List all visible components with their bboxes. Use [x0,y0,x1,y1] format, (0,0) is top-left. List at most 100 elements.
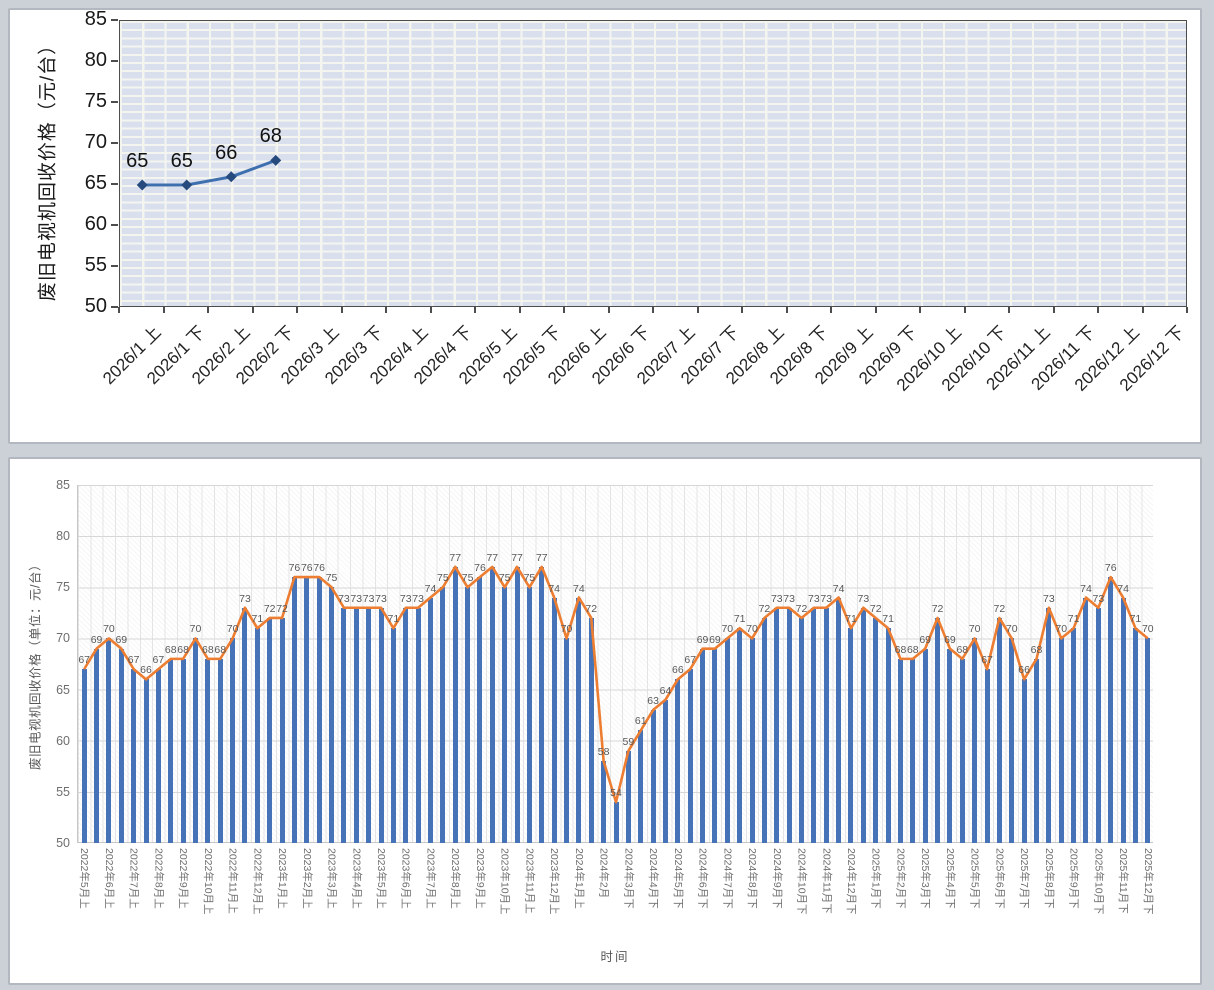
bar [786,607,792,843]
bar [836,597,842,843]
bar [749,638,755,843]
x-tick-mark [251,307,254,313]
bar [551,597,557,843]
data-label: 73 [1092,592,1105,605]
data-label: 71 [1067,613,1080,626]
data-label: 65 [126,150,149,172]
x-tick-mark [785,307,788,313]
data-label: 63 [647,695,659,708]
data-label: 73 [783,592,795,605]
x-tick-label-text: 2024年2月 [597,848,610,899]
data-label: 74 [548,582,560,595]
bottom-chart-panel: 废旧电视机回收价格（单位：元/台） 85 80 75 70 65 60 55 50 67 69 7… [8,457,1202,985]
data-label: 72 [795,602,808,615]
x-tick-label-text: 2024年3月下 [622,848,635,909]
data-label: 76 [300,562,313,575]
data-label: 76 [1104,562,1117,575]
diamond-marker [181,179,193,191]
data-label: 66 [215,141,238,164]
bar [1046,607,1052,843]
bar [205,658,211,843]
data-label: 75 [437,572,449,585]
bar [254,628,260,843]
data-label: 61 [634,715,647,728]
x-tick-mark [1097,307,1099,313]
bar [415,607,421,843]
x-tick-label-text: 2025年4月下 [943,848,956,909]
x-tick-label-text: 2025年5月下 [968,848,981,909]
bar [1083,597,1089,843]
y-tick-label: 85 [56,478,70,492]
data-label: 69 [696,633,709,646]
x-tick-mark [830,307,832,313]
bar [304,577,310,843]
bar [935,617,941,843]
y-tick-mark [111,101,118,103]
bar [217,658,223,843]
data-label: 73 [808,592,820,605]
x-tick-label-text: 2025年1月下 [869,848,882,909]
bar [972,638,978,843]
y-tick-label: 55 [56,784,70,799]
bottom-x-axis-title: 时间 [600,950,630,964]
data-label: 65 [170,150,193,172]
bar [118,648,124,843]
data-label: 68 [214,643,227,656]
x-tick-label-text: 2024年1月上 [572,848,585,909]
y-tick-label: 60 [84,213,107,235]
data-label: 66 [671,664,684,677]
bar [737,628,743,843]
y-tick-label: 60 [56,733,70,748]
diamond-marker [270,154,282,166]
x-tick-label-text: 2022年10月上 [201,848,214,915]
data-label: 68 [177,643,189,656]
bar [625,750,631,843]
bar [477,577,483,843]
data-label: 73 [362,592,375,605]
data-label: 71 [1129,613,1142,626]
data-label: 73 [857,592,870,605]
bar [403,607,409,843]
data-label: 58 [597,746,610,759]
data-label: 73 [770,592,783,605]
data-label: 68 [906,643,919,656]
data-label: 74 [1117,582,1129,595]
data-label: 77 [511,551,523,564]
data-label: 72 [585,602,598,615]
data-label: 66 [1018,664,1030,677]
data-label: 64 [659,684,672,697]
x-tick-label-text: 2023年3月上 [325,848,338,909]
x-tick-mark [874,307,877,313]
x-tick-mark [162,307,165,313]
data-label: 73 [350,592,363,605]
x-tick-label-text: 2025年2月下 [894,848,907,909]
x-tick-label-text: 2023年10月上 [498,848,511,915]
bar [192,638,198,843]
x-tick-label-text: 2025年6月下 [993,848,1006,909]
data-label: 69 [709,633,721,646]
bar [440,587,446,843]
data-label: 73 [820,592,833,605]
data-label: 54 [610,787,622,800]
y-tick-label: 50 [84,295,107,317]
x-tick-label-text: 2022年6月上 [102,848,115,909]
x-tick-mark [296,307,298,313]
bar [996,617,1002,843]
bar [959,658,965,843]
bottom-plot-area: 67 69 70 69 67 66 67 68 68 70 68 68 70 73 71 72 72 76 76 76… [77,485,1154,843]
data-label: 69 [944,633,956,646]
x-tick-mark [1141,307,1144,313]
y-tick-mark [111,60,118,62]
x-tick-label-text: 2025年7月下 [1018,848,1031,909]
x-tick-label-text: 2024年6月下 [696,848,709,909]
x-tick-mark [207,307,209,313]
bar [168,658,174,843]
x-tick-mark [385,307,387,313]
bar [1108,577,1114,843]
x-tick-label-text: 2023年5月上 [375,848,387,909]
x-tick-mark [919,307,921,313]
data-label: 74 [573,582,585,595]
bar [155,669,161,843]
bar [514,566,520,843]
bar [143,679,149,843]
